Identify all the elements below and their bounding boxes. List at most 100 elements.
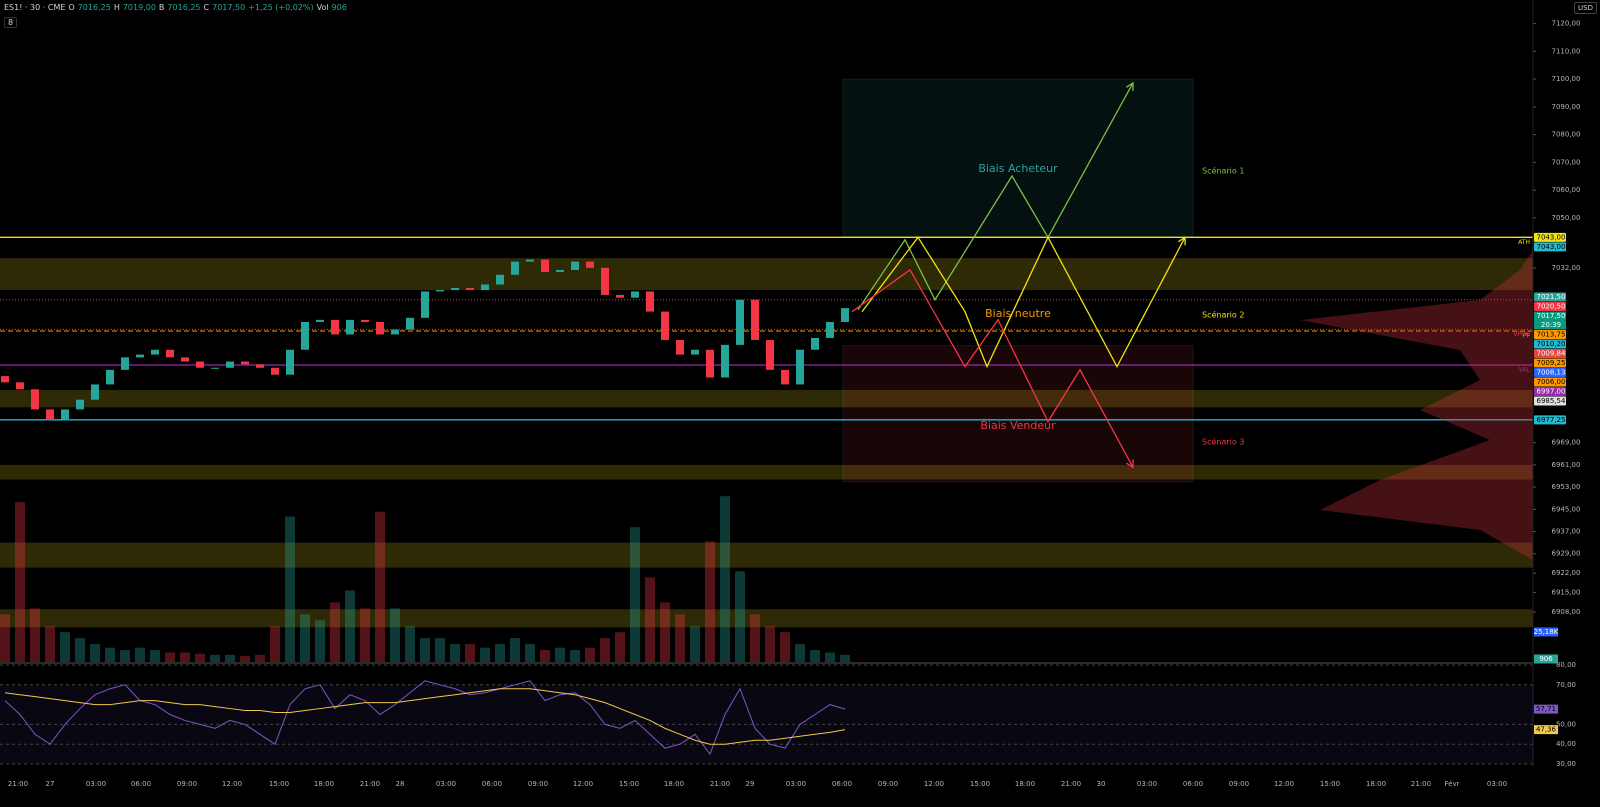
x-tick-label: 06:00 (482, 780, 502, 788)
volume-bar (150, 650, 160, 662)
rsi-tick-label: 40,00 (1556, 740, 1576, 748)
candle (766, 340, 774, 370)
volume-bar (255, 654, 265, 662)
volume-bar (660, 602, 670, 662)
volume-bar (555, 647, 565, 662)
candle (196, 361, 204, 368)
y-tick-label: 7050,00 (1552, 214, 1581, 222)
price-tag (1534, 358, 1566, 368)
ohlc-value: 7019,00 (122, 3, 156, 12)
candle (346, 319, 354, 335)
volume-bar (75, 638, 85, 662)
level-name: VAL (1519, 367, 1531, 374)
annotation: Scénario 3 (1202, 437, 1244, 447)
x-tick-label: 27 (46, 780, 55, 788)
annotation: Biais Vendeur (980, 419, 1056, 432)
y-tick-label: 7032,00 (1552, 264, 1581, 272)
volume-tag (1534, 654, 1558, 664)
x-tick-label: 21:00 (710, 780, 730, 788)
x-tick-label: 15:00 (619, 780, 639, 788)
y-tick-label: 7070,00 (1552, 158, 1581, 166)
annotation: Biais neutre (985, 307, 1051, 320)
volume-bar (405, 626, 415, 662)
ohlc-label: H (113, 3, 120, 12)
rsi-tag (1534, 704, 1558, 714)
x-tick-label: 21:00 (360, 780, 380, 788)
price-tag-label: 7006,00 (1537, 378, 1566, 386)
candle (241, 361, 249, 365)
volume-bar (165, 652, 175, 662)
scenario-zone (842, 78, 1194, 238)
x-tick-label: 03:00 (786, 780, 806, 788)
candle (631, 291, 639, 298)
currency[interactable]: USD (1574, 2, 1597, 14)
volume-bar (495, 644, 505, 662)
rsi-tag-label: 47,36 (1536, 726, 1557, 734)
change: +1,25 (+0,02%) (248, 3, 314, 12)
volume-bar (330, 602, 340, 662)
price-tag (1534, 396, 1566, 406)
volume-bar (180, 652, 190, 662)
annotation: Scénario 2 (1202, 310, 1244, 320)
candle (541, 259, 549, 273)
candle (301, 321, 309, 350)
candle (331, 319, 339, 335)
candle (661, 311, 669, 341)
zone (0, 542, 1533, 568)
volume-bar (120, 650, 130, 662)
candle (706, 349, 714, 378)
y-tick-label: 6961,00 (1552, 461, 1581, 469)
volume-bar (690, 626, 700, 662)
candle (151, 349, 159, 355)
candle (46, 409, 54, 420)
candle (676, 340, 684, 355)
candle (1, 376, 9, 383)
y-tick-label: 6945,00 (1552, 505, 1581, 513)
volume-bar (675, 614, 685, 662)
volume-bar (30, 608, 40, 662)
volume-bar (585, 647, 595, 662)
candle (796, 349, 804, 385)
x-tick-label: 06:00 (1183, 780, 1203, 788)
candle (481, 284, 489, 291)
price-tag-label: 7043,00 (1537, 233, 1566, 241)
price-tag (1534, 415, 1566, 425)
x-tick-label: 12:00 (1274, 780, 1294, 788)
price-tag (1534, 292, 1566, 302)
x-tick-label: 21:00 (1411, 780, 1431, 788)
volume-bar (300, 614, 310, 662)
symbol[interactable]: ES1! · 30 · CME (4, 3, 66, 12)
candle (571, 261, 579, 270)
candle (841, 308, 849, 322)
candle (181, 357, 189, 362)
y-tick-label: 7080,00 (1552, 131, 1581, 139)
candle (76, 399, 84, 410)
x-tick-label: Févr (1445, 780, 1460, 788)
x-tick-label: 03:00 (436, 780, 456, 788)
vol-label: Vol (316, 3, 329, 12)
volume-bar (645, 577, 655, 662)
volume-bar (825, 652, 835, 662)
x-tick-label: 15:00 (970, 780, 990, 788)
x-tick-label: 18:00 (314, 780, 334, 788)
price-tag (1534, 311, 1566, 321)
scenario-path (851, 268, 1134, 468)
price-tag-label: 6985,54 (1537, 397, 1566, 405)
x-tick-label: 21:00 (8, 780, 28, 788)
x-tick-label: 06:00 (832, 780, 852, 788)
price-tag-label: 7010,20 (1537, 340, 1566, 348)
volume-bar (15, 502, 25, 662)
indicator-count[interactable]: 8 (4, 17, 18, 28)
candle (646, 291, 654, 312)
candle (286, 349, 294, 375)
candle (136, 354, 144, 358)
volume-bar (285, 516, 295, 662)
volume-bar (705, 541, 715, 662)
zone (0, 389, 1533, 408)
x-tick-label: 09:00 (1229, 780, 1249, 788)
price-tag-label: 7017,50 (1537, 312, 1566, 320)
candle (721, 344, 729, 378)
price-tag-label: 6977,25 (1537, 416, 1566, 424)
